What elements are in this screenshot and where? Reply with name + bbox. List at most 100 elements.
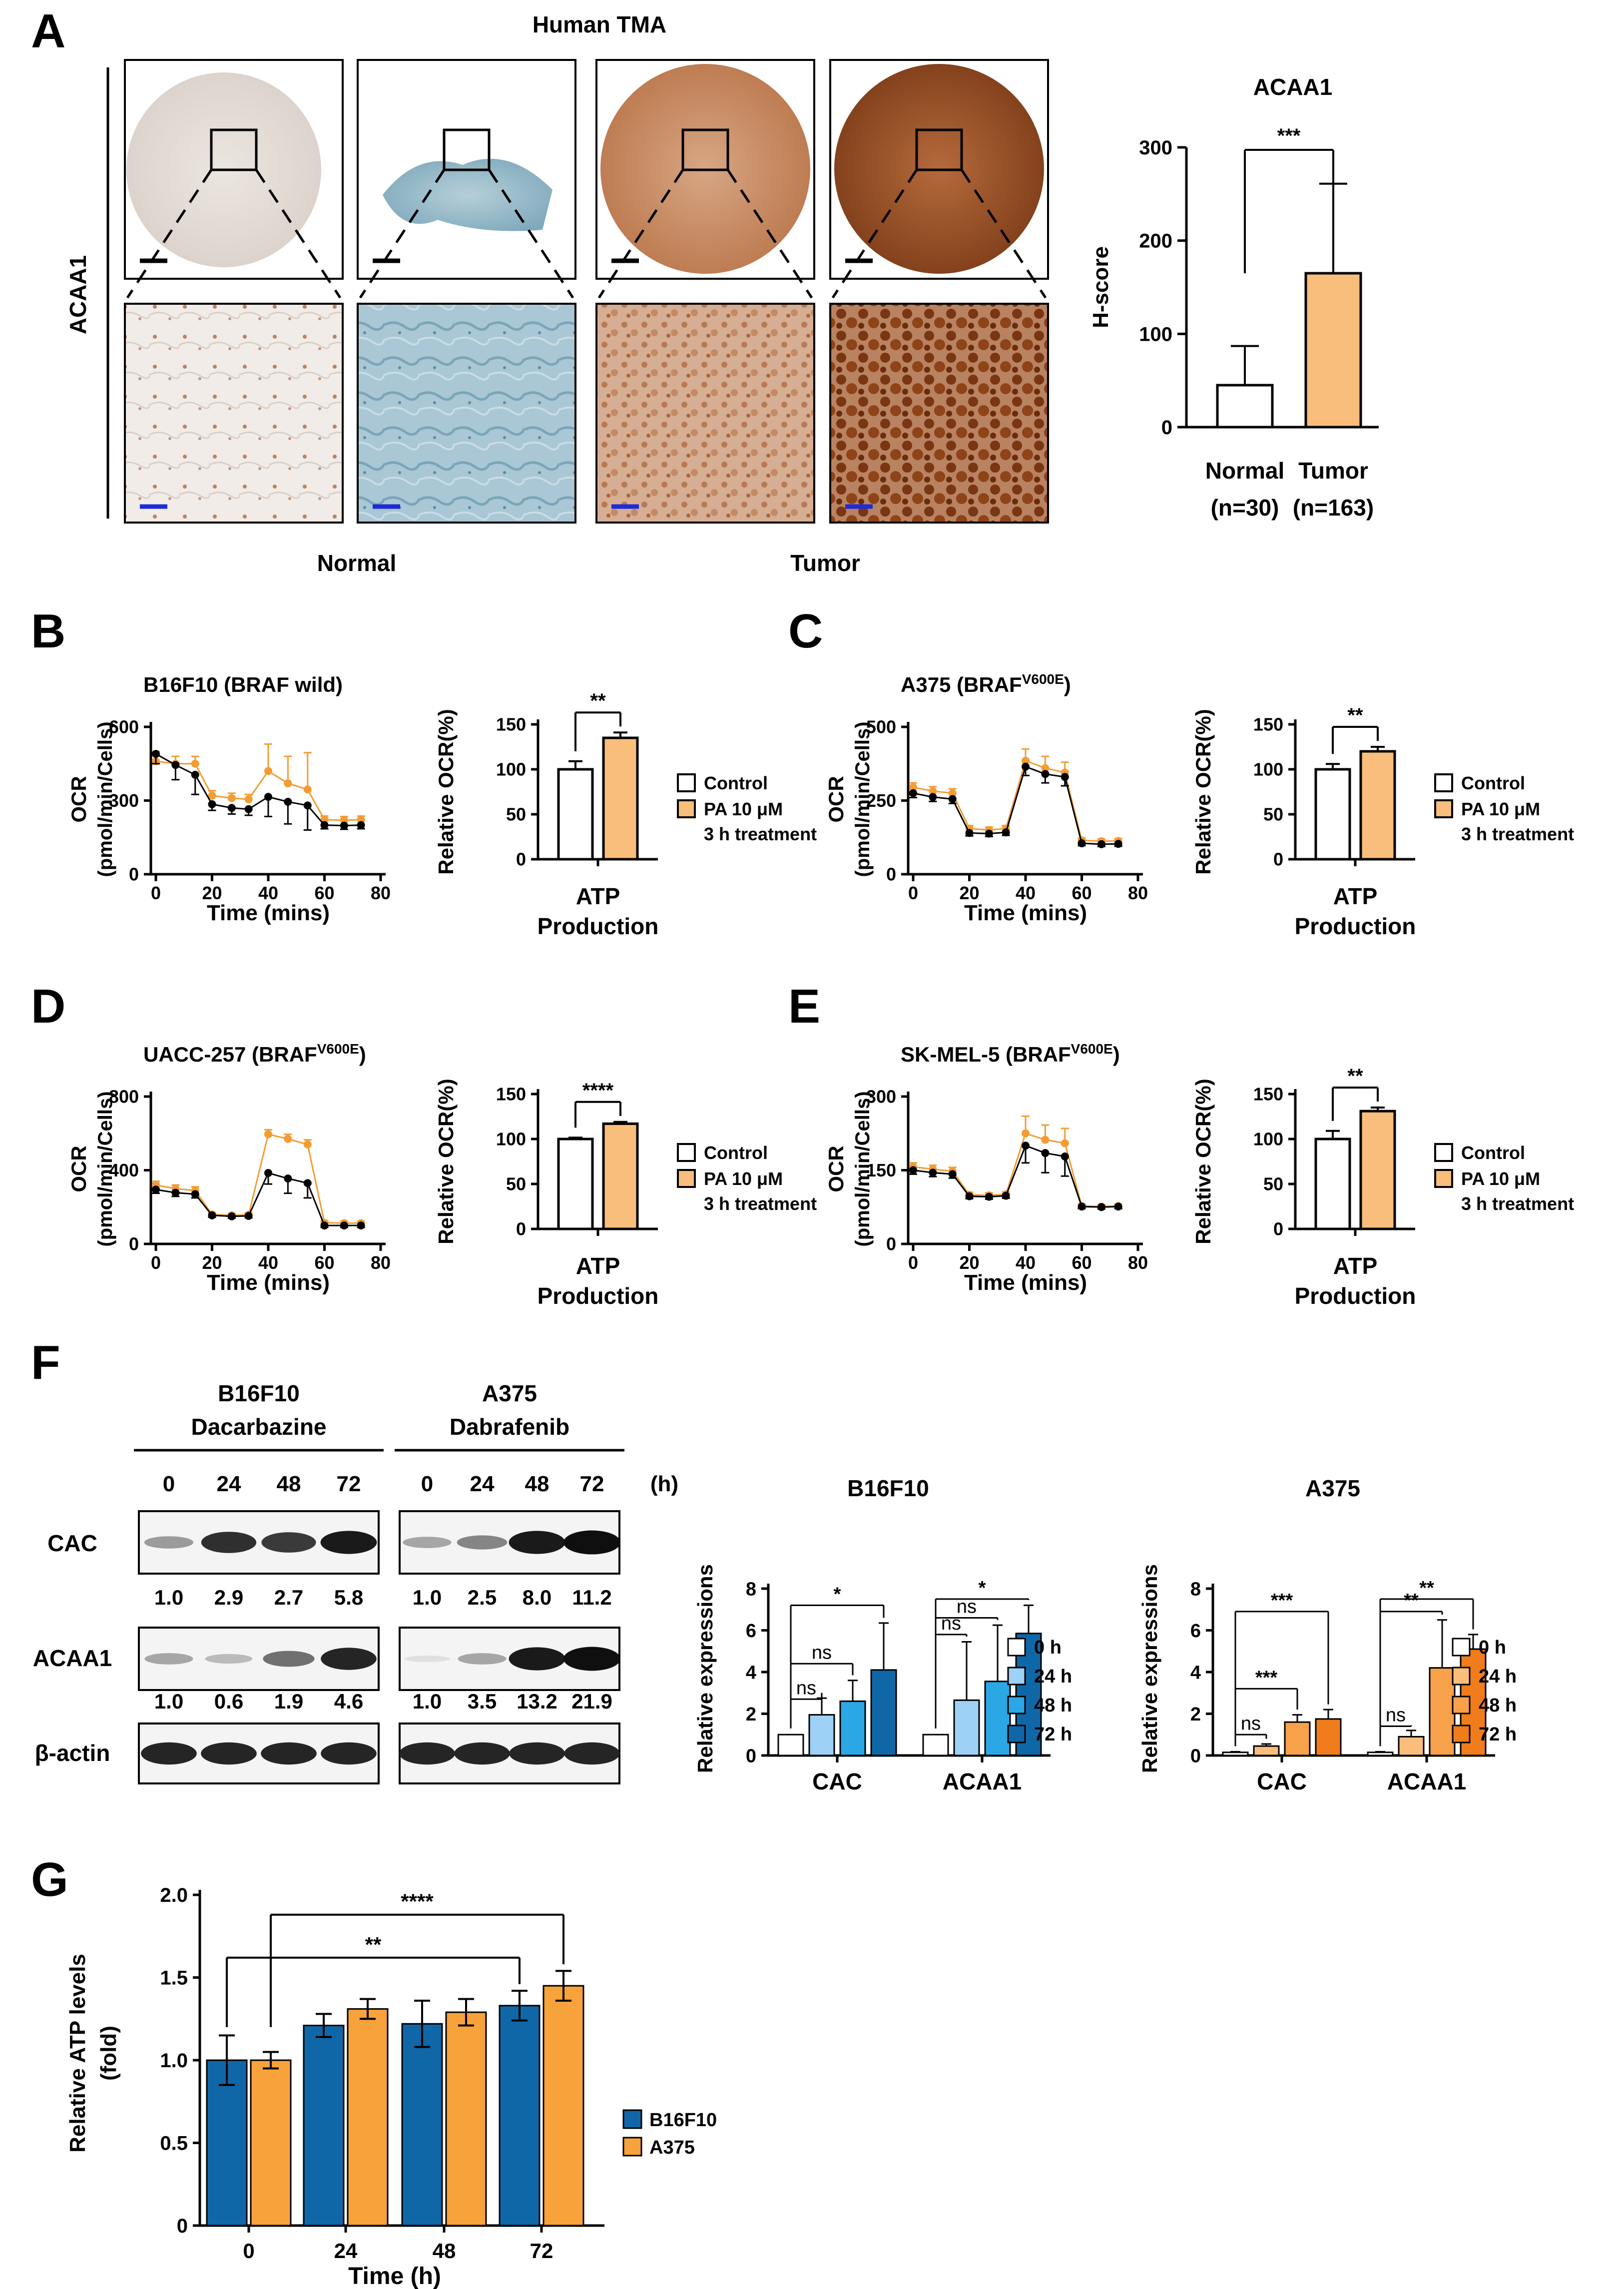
significance-label: ns	[957, 1596, 977, 1617]
band	[399, 1742, 455, 1765]
y-tick-label: 1.0	[160, 2050, 188, 2072]
zoom-guide	[255, 169, 342, 299]
cac-quant: 2.5	[468, 1586, 497, 1609]
y-tick-label: 150	[496, 714, 526, 735]
x-tick-label: 60	[314, 1252, 334, 1273]
band	[564, 1742, 620, 1765]
chart-b-seahorse: B16F10 (BRAF wild) OCR (pmol/min/Cells) 0 30…	[67, 673, 817, 939]
y-tick-label: 150	[1253, 1084, 1283, 1105]
bar-b16f10	[303, 2024, 345, 2227]
x-tick-label: 0	[151, 883, 161, 903]
data-point	[244, 795, 253, 804]
data-point	[1114, 1202, 1122, 1211]
significance-label: *	[979, 1578, 986, 1599]
data-point	[909, 1166, 917, 1174]
chart-g-atp: Relative ATP levels (fold) 0 0.5 1.0 1.5 2.0 0 2…	[65, 1884, 717, 2289]
bar-24h	[808, 1714, 835, 1756]
legend-swatch	[1452, 1638, 1471, 1657]
tma-title: Human TMA	[533, 11, 666, 37]
significance-label: ns	[1241, 1713, 1261, 1734]
data-point	[1002, 828, 1010, 837]
blot-drug: Dacarbazine	[191, 1414, 326, 1440]
title-close: )	[1064, 673, 1071, 696]
acaa1-quant: 13.2	[517, 1690, 557, 1713]
bar-category-label: Production	[538, 913, 659, 939]
row-label-beta-actin: β-actin	[35, 1740, 110, 1766]
bar-0h	[1367, 1751, 1394, 1756]
band	[454, 1742, 510, 1765]
legend-swatch-pa	[1434, 1169, 1453, 1188]
legend-swatch-pa	[677, 799, 696, 818]
legend-label-pa: PA 10 μM	[1461, 1168, 1540, 1189]
category-label: ACAA1	[943, 1768, 1022, 1794]
y-tick-label: 0	[1161, 417, 1172, 439]
legend-label-pa: PA 10 μM	[1461, 799, 1540, 819]
significance-label: **	[365, 1933, 382, 1956]
y-tick-label: 0	[516, 1219, 526, 1239]
band	[509, 1647, 565, 1671]
bar-48h	[839, 1700, 866, 1756]
cac-quant: 11.2	[572, 1586, 611, 1609]
x-tick-label: 0	[908, 1252, 918, 1273]
bar-y-axis-label: Relative OCR(%)	[434, 709, 458, 874]
data-point	[1061, 773, 1069, 781]
data-point	[948, 1170, 957, 1178]
data-point	[227, 794, 236, 802]
chart-title: A375	[1305, 1475, 1360, 1501]
chart-a-hscore: ACAA1 H-score 0 100 200 300 Normal (n=30) Tumor (…	[1088, 74, 1379, 521]
bar-control	[557, 768, 594, 861]
significance-label: *	[834, 1584, 841, 1605]
y-axis-label-unit: (pmol/min/Cells)	[94, 1091, 116, 1246]
x-tick-label: 24	[334, 2239, 358, 2263]
y-tick-label: 0	[886, 864, 896, 885]
bar-0h	[1222, 1751, 1249, 1756]
x-tick-label: 40	[258, 883, 278, 903]
chart-title: B16F10	[847, 1475, 929, 1501]
y-axis-label: Relative expressions	[693, 1564, 717, 1773]
y-axis-label-unit: (pmol/min/Cells)	[852, 1091, 874, 1246]
acaa1-quant: 1.0	[154, 1690, 183, 1713]
significance-label: **	[590, 690, 606, 712]
blot-cell-line: A375	[482, 1380, 537, 1406]
band	[205, 1654, 253, 1664]
legend-swatch	[1007, 1667, 1026, 1686]
data-point	[357, 821, 365, 829]
band	[321, 1648, 377, 1670]
legend-label-pa-treatment: 3 h treatment	[704, 824, 817, 844]
data-point	[208, 1211, 216, 1219]
category-label: Tumor	[1298, 458, 1368, 484]
data-point	[909, 789, 917, 797]
data-point	[264, 1169, 272, 1177]
legend-label-pa-treatment: 3 h treatment	[1461, 1193, 1574, 1214]
cac-quant: 2.7	[274, 1586, 303, 1609]
data-point	[1041, 1136, 1050, 1144]
x-tick-label: 40	[258, 1252, 278, 1273]
bar-category-label: ATP	[576, 1253, 620, 1279]
legend-label-pa-treatment: 3 h treatment	[704, 1193, 817, 1214]
panel-f-western-blot: B16F10 Dacarbazine 0 24 48 72 1.0 2.9 2.7 5.8 1.0 0…	[33, 1380, 678, 1784]
bar-pa	[602, 1122, 639, 1230]
detail-frame	[124, 303, 344, 524]
bar-24h	[1398, 1735, 1425, 1756]
sig-bracket: ns	[790, 1678, 823, 1728]
data-point	[965, 1192, 974, 1200]
data-point	[1022, 756, 1030, 765]
data-point	[965, 829, 974, 837]
zoom-box	[210, 128, 258, 171]
data-point	[1002, 1191, 1010, 1200]
data-point	[948, 795, 957, 803]
y-tick-label: 150	[1253, 714, 1283, 735]
y-tick-label: 500	[866, 717, 896, 737]
chart-title: ACAA1	[1253, 74, 1332, 100]
bar-pa	[602, 736, 639, 861]
band	[141, 1742, 197, 1765]
sig-bracket: *	[790, 1584, 885, 1728]
legend-label: 0 h	[1479, 1637, 1506, 1658]
y-tick-label: 0	[129, 864, 139, 885]
significance-label: ns	[796, 1678, 816, 1699]
data-point	[284, 779, 292, 788]
y-tick-label: 300	[866, 1087, 896, 1107]
group-label-normal: Normal	[317, 550, 396, 576]
band	[201, 1532, 257, 1553]
band	[403, 1537, 452, 1548]
